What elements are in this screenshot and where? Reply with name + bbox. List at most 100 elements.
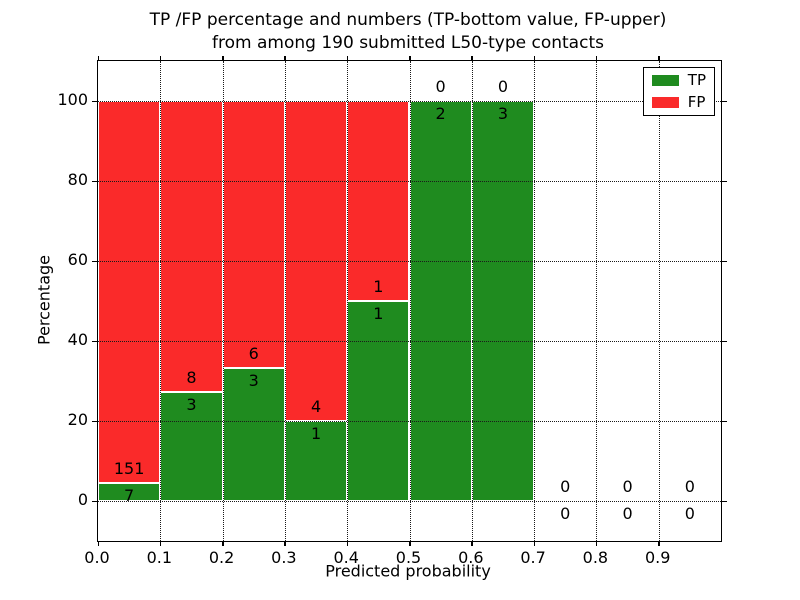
gridline-horizontal bbox=[98, 101, 721, 102]
fp-count-label: 0 bbox=[684, 477, 695, 496]
y-tick-right bbox=[721, 340, 727, 342]
y-tick-right bbox=[721, 180, 727, 182]
chart-title-line1: TP /FP percentage and numbers (TP-bottom… bbox=[149, 10, 667, 30]
y-tick-label: 0 bbox=[77, 490, 88, 509]
x-tick-bottom bbox=[533, 541, 536, 546]
y-tick-label: 80 bbox=[67, 170, 88, 189]
legend-label-fp: FP bbox=[687, 93, 706, 111]
y-tick-label: 40 bbox=[67, 330, 88, 349]
gridline-vertical bbox=[222, 61, 224, 541]
fp-count-label: 151 bbox=[113, 459, 145, 479]
tp-count-label: 1 bbox=[373, 304, 384, 323]
tp-count-label: 7 bbox=[124, 486, 135, 506]
tp-bar-segment bbox=[409, 101, 472, 501]
gridline-horizontal bbox=[98, 341, 721, 342]
x-tick-bottom bbox=[159, 541, 162, 546]
fp-bar-segment bbox=[347, 101, 410, 301]
gridline-vertical bbox=[284, 61, 286, 541]
legend: TP FP bbox=[642, 67, 715, 116]
gridline-vertical bbox=[534, 61, 536, 541]
x-tick-top bbox=[97, 56, 99, 61]
y-tick-right bbox=[721, 500, 727, 502]
y-tick-left bbox=[92, 180, 98, 182]
x-tick-label: 0.6 bbox=[458, 548, 484, 567]
gridline-horizontal bbox=[98, 501, 721, 502]
x-tick-label: 0.5 bbox=[395, 548, 422, 567]
x-tick-bottom bbox=[346, 541, 349, 546]
x-tick-label: 0.0 bbox=[84, 548, 110, 567]
tp-count-label: 3 bbox=[248, 370, 259, 390]
y-tick-left bbox=[92, 260, 98, 262]
chart-title: TP /FP percentage and numbers (TP-bottom… bbox=[150, 9, 667, 55]
plot-area: TP FP 151 7 8 3 6 3 4 1 1 1 0 2 0 3 0 0 0 0 0 0 bbox=[92, 56, 727, 546]
y-tick-left bbox=[92, 340, 98, 342]
x-tick-bottom bbox=[222, 541, 224, 546]
chart-title-line2: from among 190 submitted L50-type contac… bbox=[212, 33, 604, 53]
tp-bar-segment bbox=[98, 483, 161, 501]
fp-count-label: 6 bbox=[248, 343, 259, 363]
tp-bar-segment bbox=[160, 391, 223, 501]
gridline-horizontal bbox=[98, 261, 721, 262]
x-tick-label: 0.7 bbox=[520, 548, 546, 567]
x-tick-top bbox=[533, 56, 536, 61]
fp-count-label: 8 bbox=[186, 367, 197, 387]
tp-bar-segment bbox=[471, 101, 535, 501]
x-tick-top bbox=[346, 56, 349, 61]
y-tick-right bbox=[721, 100, 727, 102]
y-tick-right bbox=[721, 420, 727, 422]
x-tick-top bbox=[222, 56, 224, 61]
y-axis-label: Percentage bbox=[34, 254, 54, 346]
gridline-vertical bbox=[409, 61, 411, 541]
fp-count-label: 0 bbox=[560, 477, 571, 496]
x-tick-label: 0.3 bbox=[271, 548, 297, 567]
tp-count-label: 1 bbox=[310, 424, 322, 443]
x-tick-bottom bbox=[409, 541, 411, 546]
legend-item-tp: TP bbox=[651, 73, 706, 88]
tp-count-label: 0 bbox=[622, 504, 633, 523]
legend-item-fp: FP bbox=[651, 93, 706, 111]
fp-count-label: 0 bbox=[435, 77, 446, 96]
y-tick-label: 20 bbox=[67, 410, 88, 429]
y-tick-right bbox=[721, 260, 727, 262]
x-tick-top bbox=[409, 56, 411, 61]
gridline-vertical bbox=[471, 61, 473, 541]
gridline-vertical bbox=[658, 61, 660, 541]
x-tick-top bbox=[658, 56, 660, 61]
x-tick-label: 0.2 bbox=[208, 548, 235, 567]
x-tick-top bbox=[595, 56, 598, 61]
fp-count-label: 1 bbox=[373, 277, 384, 296]
legend-swatch-tp bbox=[651, 75, 679, 86]
x-tick-bottom bbox=[595, 541, 598, 546]
x-tick-bottom bbox=[471, 541, 473, 546]
fp-bar-segment bbox=[98, 101, 161, 484]
y-tick-left bbox=[92, 420, 98, 422]
y-tick-left bbox=[92, 500, 98, 502]
y-tick-label: 100 bbox=[57, 90, 88, 109]
fp-count-label: 0 bbox=[497, 77, 509, 96]
y-tick-label: 60 bbox=[67, 250, 88, 269]
x-tick-label: 0.4 bbox=[333, 548, 359, 567]
x-tick-top bbox=[159, 56, 162, 61]
x-tick-bottom bbox=[284, 541, 286, 546]
x-tick-top bbox=[471, 56, 473, 61]
fp-bar-segment bbox=[160, 101, 223, 392]
gridline-horizontal bbox=[98, 181, 721, 182]
fp-count-label: 0 bbox=[622, 477, 633, 496]
tp-count-label: 0 bbox=[684, 504, 695, 523]
y-tick-left bbox=[92, 100, 98, 102]
tp-bar-segment bbox=[347, 301, 410, 501]
tp-count-label: 2 bbox=[435, 104, 446, 123]
x-tick-label: 0.8 bbox=[582, 548, 609, 567]
gridline-horizontal bbox=[98, 421, 721, 422]
gridline-vertical bbox=[596, 61, 598, 541]
gridline-vertical bbox=[347, 61, 349, 541]
gridline-vertical bbox=[160, 61, 162, 541]
x-tick-label: 0.1 bbox=[146, 548, 173, 567]
x-tick-label: 0.9 bbox=[644, 548, 671, 567]
tp-count-label: 0 bbox=[560, 504, 571, 523]
x-tick-bottom bbox=[97, 541, 99, 546]
tp-count-label: 3 bbox=[186, 394, 197, 414]
tp-count-label: 3 bbox=[497, 104, 509, 123]
fp-count-label: 4 bbox=[310, 397, 322, 416]
